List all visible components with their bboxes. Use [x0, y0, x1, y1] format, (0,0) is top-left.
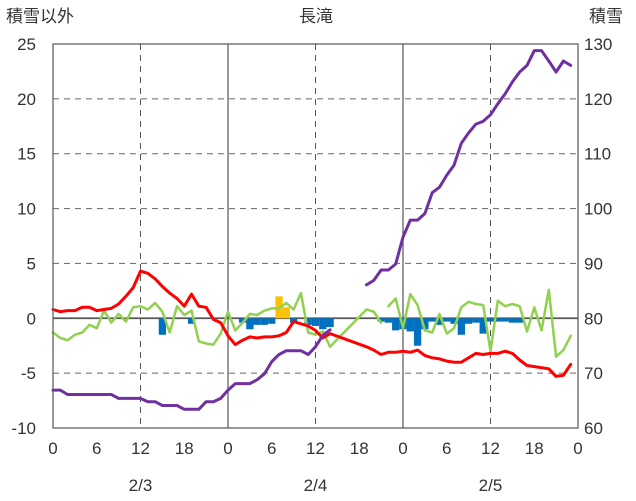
- left-axis-label: 積雪以外: [6, 7, 74, 27]
- precip-bar-blue-0: [158, 318, 167, 335]
- precip-bar-blue-2: [238, 318, 247, 323]
- xtick-12: 0: [573, 439, 582, 458]
- precip-bar-blue-28: [494, 318, 502, 322]
- xtick-10: 12: [481, 439, 500, 458]
- precip-bar-blue-22: [450, 318, 458, 324]
- date-label-2: 2/5: [479, 476, 503, 495]
- precip-bar-blue-27: [486, 318, 495, 322]
- xtick-7: 18: [350, 439, 369, 458]
- precip-bar-blue-19: [428, 318, 436, 322]
- precip-bar-blue-26: [479, 318, 487, 334]
- xtick-6: 12: [306, 439, 325, 458]
- precip-bar-blue-3: [246, 318, 254, 330]
- precip-bar-blue-29: [501, 318, 509, 322]
- ytick-left-2: 15: [17, 145, 36, 164]
- series-lines-layer: [51, 49, 573, 411]
- ytick-right-6: 70: [584, 364, 603, 383]
- precip-bar-blue-12: [377, 318, 385, 322]
- precip-bar-blue-6: [268, 318, 276, 324]
- precip-bar-blue-18: [421, 318, 429, 330]
- chart-title: 長滝: [299, 7, 333, 27]
- precip-bar-blue-23: [457, 318, 465, 335]
- right-axis-label: 積雪: [589, 7, 623, 27]
- ytick-left-5: 0: [27, 309, 36, 328]
- xtick-5: 6: [267, 439, 276, 458]
- date-label-0: 2/3: [129, 476, 153, 495]
- ytick-right-0: 130: [584, 35, 612, 54]
- precip-bar-blue-20: [435, 318, 444, 325]
- precip-bar-blue-13: [384, 318, 393, 323]
- xtick-0: 0: [48, 439, 57, 458]
- ytick-left-4: 5: [27, 254, 36, 273]
- precip-bar-blue-5: [260, 318, 269, 325]
- xtick-1: 6: [92, 439, 101, 458]
- precip-bar-blue-25: [472, 318, 480, 323]
- snow-depth-line: [51, 49, 573, 411]
- precip-bar-blue-8: [304, 318, 312, 325]
- plot-frame: [52, 43, 579, 429]
- ytick-left-6: -5: [21, 364, 36, 383]
- ytick-left-1: 20: [17, 90, 36, 109]
- xtick-11: 18: [525, 439, 544, 458]
- ytick-left-0: 25: [17, 35, 36, 54]
- precip-bar-blue-31: [516, 318, 524, 323]
- ytick-right-4: 90: [584, 254, 603, 273]
- xtick-4: 0: [223, 439, 232, 458]
- xtick-8: 0: [398, 439, 407, 458]
- precip-bar-blue-30: [508, 318, 517, 323]
- precip-bar-blue-24: [464, 318, 473, 324]
- ytick-right-7: 60: [584, 419, 603, 438]
- precip-bar-blue-14: [392, 318, 400, 331]
- date-label-1: 2/4: [304, 476, 328, 495]
- precip-bar-yellow-1: [282, 307, 290, 319]
- ytick-right-5: 80: [584, 309, 603, 328]
- xtick-9: 6: [442, 439, 451, 458]
- precip-bar-blue-1: [187, 318, 196, 324]
- precip-bar-blue-17: [413, 318, 422, 346]
- xtick-3: 18: [175, 439, 194, 458]
- plot-border: [52, 43, 579, 429]
- ytick-left-3: 10: [17, 200, 36, 219]
- ytick-left-7: -10: [11, 419, 36, 438]
- ytick-right-2: 110: [584, 145, 611, 164]
- precip-bar-blue-11: [326, 318, 334, 328]
- precip-bar-blue-10: [319, 318, 327, 330]
- ytick-right-1: 120: [584, 90, 612, 109]
- precip-bar-blue-9: [311, 318, 320, 326]
- ytick-right-3: 100: [584, 200, 612, 219]
- precip-bar-blue-4: [253, 318, 261, 325]
- temperature-line: [51, 269, 573, 378]
- precip-bar-blue-16: [406, 318, 414, 332]
- precip-bar-blue-21: [443, 318, 451, 322]
- xtick-2: 12: [131, 439, 150, 458]
